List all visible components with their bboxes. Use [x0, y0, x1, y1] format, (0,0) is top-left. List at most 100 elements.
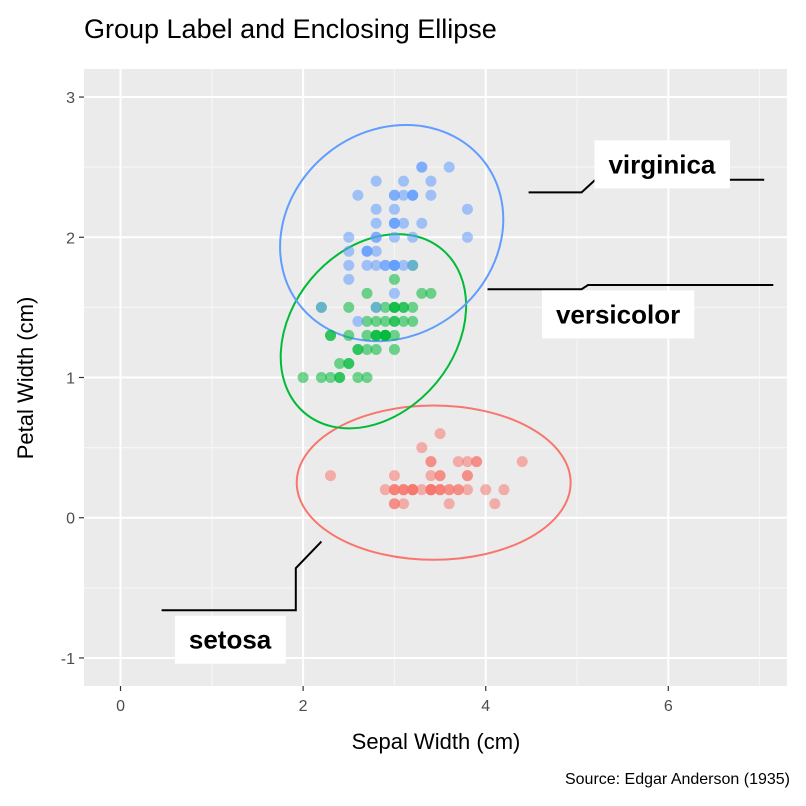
ellipse-virginica: [279, 123, 505, 343]
point-virginica: [343, 259, 355, 271]
point-virginica: [398, 175, 410, 187]
point-virginica: [361, 259, 373, 271]
label-box: [594, 140, 730, 189]
point-virginica: [388, 287, 400, 299]
point-setosa: [443, 498, 455, 510]
y-tick-label: 1: [66, 371, 75, 388]
point-virginica: [407, 259, 419, 271]
point-virginica: [398, 217, 410, 229]
x-tick-label: 2: [299, 698, 308, 715]
point-setosa: [398, 484, 410, 496]
x-tick-label: 6: [664, 698, 673, 715]
point-versicolor: [388, 301, 400, 313]
minor-gridlines: [84, 69, 787, 686]
point-versicolor: [370, 343, 382, 355]
point-setosa: [398, 498, 410, 510]
point-setosa: [425, 470, 437, 482]
point-setosa: [434, 428, 446, 440]
data-points: [297, 161, 528, 510]
x-tick-label: 4: [481, 698, 490, 715]
point-setosa: [416, 442, 428, 454]
point-versicolor: [334, 372, 346, 383]
y-tick-label: 0: [66, 511, 75, 528]
point-virginica: [370, 203, 382, 215]
point-setosa: [425, 484, 437, 496]
ellipse-setosa: [295, 404, 572, 561]
point-versicolor: [379, 329, 391, 341]
point-setosa: [461, 470, 473, 482]
point-virginica: [425, 189, 437, 201]
point-versicolor: [416, 287, 428, 299]
point-versicolor: [343, 329, 355, 341]
label-text: versicolor: [556, 299, 680, 329]
label-box: [174, 615, 286, 664]
point-virginica: [416, 161, 428, 173]
point-setosa: [407, 484, 419, 496]
point-setosa: [471, 456, 483, 468]
x-tick-label: 0: [116, 698, 125, 715]
point-versicolor: [343, 357, 355, 369]
label-versicolor: versicolor: [541, 290, 695, 339]
point-setosa: [325, 470, 337, 482]
point-versicolor: [407, 315, 419, 327]
point-setosa: [452, 456, 464, 468]
label-box: [541, 290, 695, 339]
point-setosa: [452, 484, 464, 496]
point-virginica: [361, 245, 373, 257]
point-virginica: [388, 259, 400, 271]
point-setosa: [388, 470, 400, 482]
point-versicolor: [315, 372, 327, 383]
point-virginica: [370, 217, 382, 229]
point-setosa: [443, 484, 455, 496]
point-setosa: [434, 470, 446, 482]
point-setosa: [461, 456, 473, 468]
point-versicolor: [361, 315, 373, 327]
point-virginica: [388, 189, 400, 201]
group-labels: setosa versicolor virginica: [174, 140, 730, 664]
point-setosa: [480, 484, 492, 496]
point-virginica: [461, 203, 473, 215]
leader-setosa: [161, 540, 323, 612]
point-virginica: [343, 245, 355, 257]
point-virginica: [370, 301, 382, 313]
point-virginica: [343, 273, 355, 285]
point-virginica: [461, 231, 473, 243]
point-setosa: [379, 484, 391, 496]
y-tick-label: 2: [66, 230, 75, 247]
point-versicolor: [361, 372, 373, 383]
point-versicolor: [325, 372, 337, 383]
point-versicolor: [343, 301, 355, 313]
point-setosa: [434, 484, 446, 496]
point-virginica: [352, 315, 364, 327]
point-virginica: [315, 301, 327, 313]
point-virginica: [370, 245, 382, 257]
point-versicolor: [388, 273, 400, 285]
point-versicolor: [361, 329, 373, 341]
point-versicolor: [361, 343, 373, 355]
point-setosa: [461, 484, 473, 496]
point-virginica: [398, 189, 410, 201]
point-versicolor: [379, 301, 391, 313]
point-setosa: [425, 456, 437, 468]
point-virginica: [343, 231, 355, 243]
point-versicolor: [370, 315, 382, 327]
point-versicolor: [334, 357, 346, 369]
point-virginica: [379, 259, 391, 271]
x-axis-ticks: 0 2 4 6: [116, 686, 673, 715]
point-versicolor: [398, 315, 410, 327]
point-virginica: [352, 189, 364, 201]
point-versicolor: [297, 372, 309, 383]
point-virginica: [443, 161, 455, 173]
chart-caption: Source: Edgar Anderson (1935): [565, 771, 790, 788]
point-versicolor: [325, 329, 337, 341]
point-virginica: [388, 217, 400, 229]
y-tick-label: -1: [61, 651, 75, 668]
point-setosa: [388, 498, 400, 510]
point-versicolor: [379, 315, 391, 327]
point-virginica: [370, 231, 382, 243]
chart-title: Group Label and Enclosing Ellipse: [84, 14, 497, 44]
point-virginica: [388, 231, 400, 243]
point-virginica: [398, 259, 410, 271]
x-axis-title: Sepal Width (cm): [352, 729, 521, 754]
